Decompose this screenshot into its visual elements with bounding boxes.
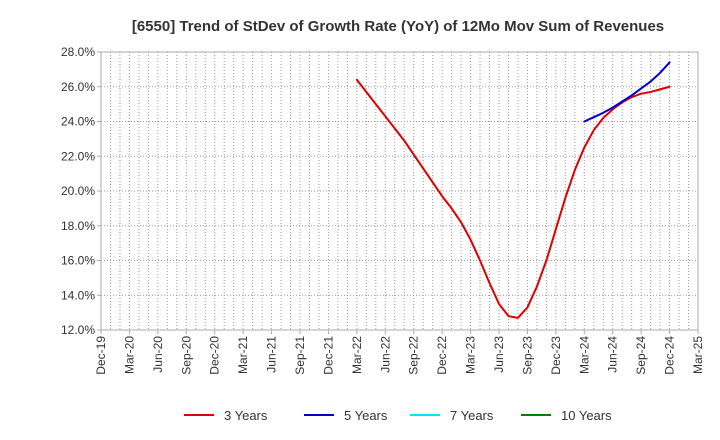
series-line-5-years	[583, 61, 671, 123]
x-tick-label: Mar-21	[236, 336, 250, 374]
y-tick-label: 22.0%	[61, 149, 95, 163]
legend-label-7-years: 7 Years	[450, 408, 494, 423]
legend-label-5-years: 5 Years	[344, 408, 388, 423]
y-tick-label: 18.0%	[61, 219, 95, 233]
x-tick-label: Dec-20	[208, 336, 222, 375]
x-tick-label: Mar-23	[464, 336, 478, 374]
y-axis: 12.0% 14.0% 16.0% 18.0% 20.0% 22.0% 24.0% 26.0%…	[61, 45, 101, 337]
y-tick-label: 26.0%	[61, 80, 95, 94]
x-tick-label: Sep-20	[179, 336, 193, 375]
x-tick-label: Dec-19	[94, 336, 108, 375]
chart-title: [6550] Trend of StDev of Growth Rate (Yo…	[132, 18, 664, 35]
series-line-3-years	[355, 78, 671, 319]
x-tick-label: Sep-22	[407, 336, 421, 375]
legend-label-3-years: 3 Years	[224, 408, 268, 423]
x-tick-label: Dec-22	[435, 336, 449, 375]
x-tick-label: Dec-23	[549, 336, 563, 375]
legend-label-10-years: 10 Years	[561, 408, 612, 423]
x-tick-label: Sep-24	[634, 336, 648, 375]
x-tick-label: Mar-22	[350, 336, 364, 374]
x-tick-label: Mar-24	[577, 336, 591, 374]
x-tick-label: Sep-23	[520, 336, 534, 375]
x-tick-label: Jun-24	[606, 336, 620, 373]
x-tick-label: Dec-24	[663, 336, 677, 375]
x-tick-label: Sep-21	[293, 336, 307, 375]
x-tick-label: Jun-21	[265, 336, 279, 373]
plot-frame	[100, 51, 699, 331]
y-tick-label: 16.0%	[61, 254, 95, 268]
legend: 3 Years 5 Years 7 Years 10 Years	[184, 408, 612, 423]
x-axis: Dec-19 Mar-20 Jun-20 Sep-20 Dec-20 Mar-21 Jun-…	[94, 330, 705, 375]
x-tick-label: Jun-20	[151, 336, 165, 373]
x-tick-label: Dec-21	[321, 336, 335, 375]
x-tick-label: Jun-22	[378, 336, 392, 373]
y-tick-label: 24.0%	[61, 115, 95, 129]
y-tick-label: 14.0%	[61, 288, 95, 302]
x-tick-label: Jun-23	[492, 336, 506, 373]
y-tick-label: 20.0%	[61, 184, 95, 198]
y-tick-label: 12.0%	[61, 323, 95, 337]
series-group	[355, 61, 671, 319]
x-tick-label: Mar-25	[691, 336, 705, 374]
y-tick-label: 28.0%	[61, 45, 95, 59]
grid	[101, 52, 698, 330]
x-tick-label: Mar-20	[122, 336, 136, 374]
